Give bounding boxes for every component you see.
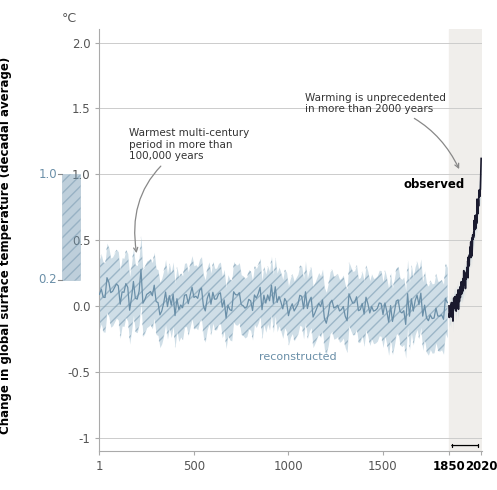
Text: Warming is unprecedented
in more than 2000 years: Warming is unprecedented in more than 20… [305, 93, 459, 168]
Text: reconstructed: reconstructed [259, 352, 336, 362]
Text: 0.2: 0.2 [39, 273, 57, 286]
Text: observed: observed [404, 178, 465, 192]
Text: Warmest multi-century
period in more than
100,000 years: Warmest multi-century period in more tha… [129, 128, 249, 252]
Bar [449, 29, 482, 451]
Text: °C: °C [61, 12, 77, 25]
Text: 1.0: 1.0 [39, 168, 57, 181]
Text: Change in global surface temperature (decadal average): Change in global surface temperature (de… [0, 56, 12, 434]
